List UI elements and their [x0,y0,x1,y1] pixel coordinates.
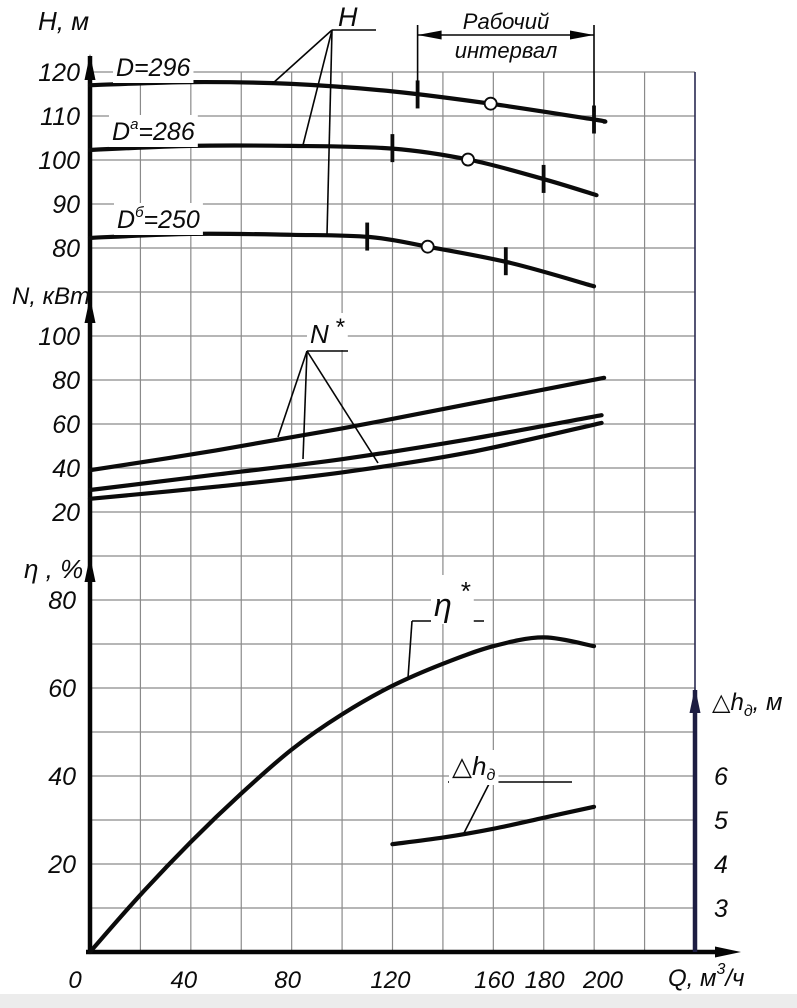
x-axis-arrowhead [715,946,741,958]
eta-axis-tick-label: 60 [48,675,76,703]
dh-axis-tick-label: 4 [714,851,728,879]
h-axis-tick-label: 80 [52,235,80,263]
x-axis-tick-label: 200 [582,967,624,994]
dimension-arrowhead-left [417,30,442,40]
curve-power-0 [87,375,607,473]
x-axis-tick-label: 0 [68,967,82,994]
x-axis-tick-label: 120 [370,967,411,994]
eta-axis-tick-label: 40 [48,763,76,791]
eta-axis-arrowhead [84,556,96,582]
q-axis-title-suffix: /ч [723,965,744,992]
eta-axis-tick-label: 80 [48,587,76,615]
label-background-mask [109,115,198,147]
dh-pointer-leader [463,781,491,834]
n-axis-tick-label: 80 [52,367,80,395]
curve-power-2 [87,420,604,501]
q-axis-title-base: Q, м [668,965,716,992]
x-axis-tick-label: 40 [170,967,197,994]
tick-labels-layer: 120 110 100 90 80 100 80 60 40 20 80 60 40 20 6 5 4 3 0 40 8… [38,59,728,994]
n-pointer-base: N [310,319,329,349]
h-axis-arrowhead [84,54,96,80]
h-axis-tick-label: 120 [38,59,80,87]
h-axis-tick-label: 90 [52,191,80,219]
curve-label-d286: Dа=286 [112,116,195,146]
n-pointer-leader [302,350,308,460]
curve-label-d286-base: D [112,118,130,146]
eta-pointer-leader [407,620,413,679]
dimension-arrowhead-right [570,30,594,40]
best-efficiency-point-marker [483,96,498,111]
h-curves-pointer-label: H [338,2,358,32]
h-axis-tick-label: 100 [38,147,80,175]
n-pointer-leader [306,350,379,464]
dh-axis-tick-label: 5 [714,807,728,835]
n-axis-arrowhead [84,297,96,323]
dh-pointer-base: △h [452,751,486,781]
eta-pointer-base: η [434,587,452,623]
curve-label-d286-eq: =286 [138,118,194,146]
curve-power-1 [87,413,604,493]
dh-axis-title-suffix: , м [753,689,783,716]
h-pointer-leader [271,29,333,85]
eta-axis-tick-label: 20 [47,851,76,879]
best-efficiency-point-marker [420,239,435,254]
label-background-mask [449,750,499,785]
eta-curve-pointer-label: η * [434,576,471,623]
curve-label-d286-sup: а [130,116,138,133]
n-axis-title: N, кВт [12,283,90,310]
n-pointer-leader [277,350,308,438]
label-background-mask [307,313,348,350]
x-axis-tick-label: 160 [474,967,515,994]
label-background-mask [431,575,474,624]
dh-axis-tick-label: 6 [714,763,728,791]
dh-pointer-sub: д [486,767,495,784]
curve-label-d250-sup: б [135,204,144,221]
dh-axis-title: △hд, м [712,689,782,720]
working-interval-label-line1: Рабочий [463,9,549,34]
curve-cavitation-0 [390,804,597,847]
q-axis-title-sup: 3 [716,961,725,978]
best-efficiency-point-marker [461,152,475,167]
curves-layer [87,79,608,955]
label-background-mask [113,53,194,83]
n-axis-tick-label: 20 [51,499,80,527]
background-layer [0,994,797,1008]
working-interval-label-line2: интервал [455,38,558,63]
x-axis-tick-label: 180 [525,967,566,994]
q-axis-title: Q, м3/ч [668,961,744,992]
h-pointer-leader [326,29,333,236]
label-background-mask [114,203,203,235]
curve-label-d250: Dб=250 [117,204,200,234]
n-axis-tick-label: 40 [52,455,80,483]
eta-pointer-star: * [460,576,471,606]
dh-axis-arrowhead [689,687,701,713]
bottom-strip [0,994,797,1008]
eta-axis-title: η , % [24,554,83,584]
curve-head-1 [87,143,599,198]
n-axis-tick-label: 100 [38,323,80,351]
n-pointer-star: * [335,314,345,341]
n-curves-pointer-label: N * [310,314,345,349]
h-axis-tick-label: 110 [40,103,80,131]
dh-axis-title-sub: д [744,703,753,720]
dh-axis-title-base: △h [712,689,744,716]
labels-layer: H, м N, кВт η , % Q, м3/ч △hд, м D=296 D… [12,2,782,992]
n-axis-tick-label: 60 [52,411,80,439]
h-pointer-leader [302,29,333,146]
x-axis-tick-label: 80 [274,967,301,994]
dh-curve-pointer-label: △hд [452,751,495,784]
h-axis-title: H, м [38,6,89,36]
curve-label-d250-base: D [117,206,135,234]
curve-label-d250-eq: =250 [144,206,200,234]
axes-layer [84,54,741,958]
dh-axis-tick-label: 3 [714,895,728,923]
curve-efficiency-0 [87,635,597,955]
curve-label-d296: D=296 [116,54,190,82]
